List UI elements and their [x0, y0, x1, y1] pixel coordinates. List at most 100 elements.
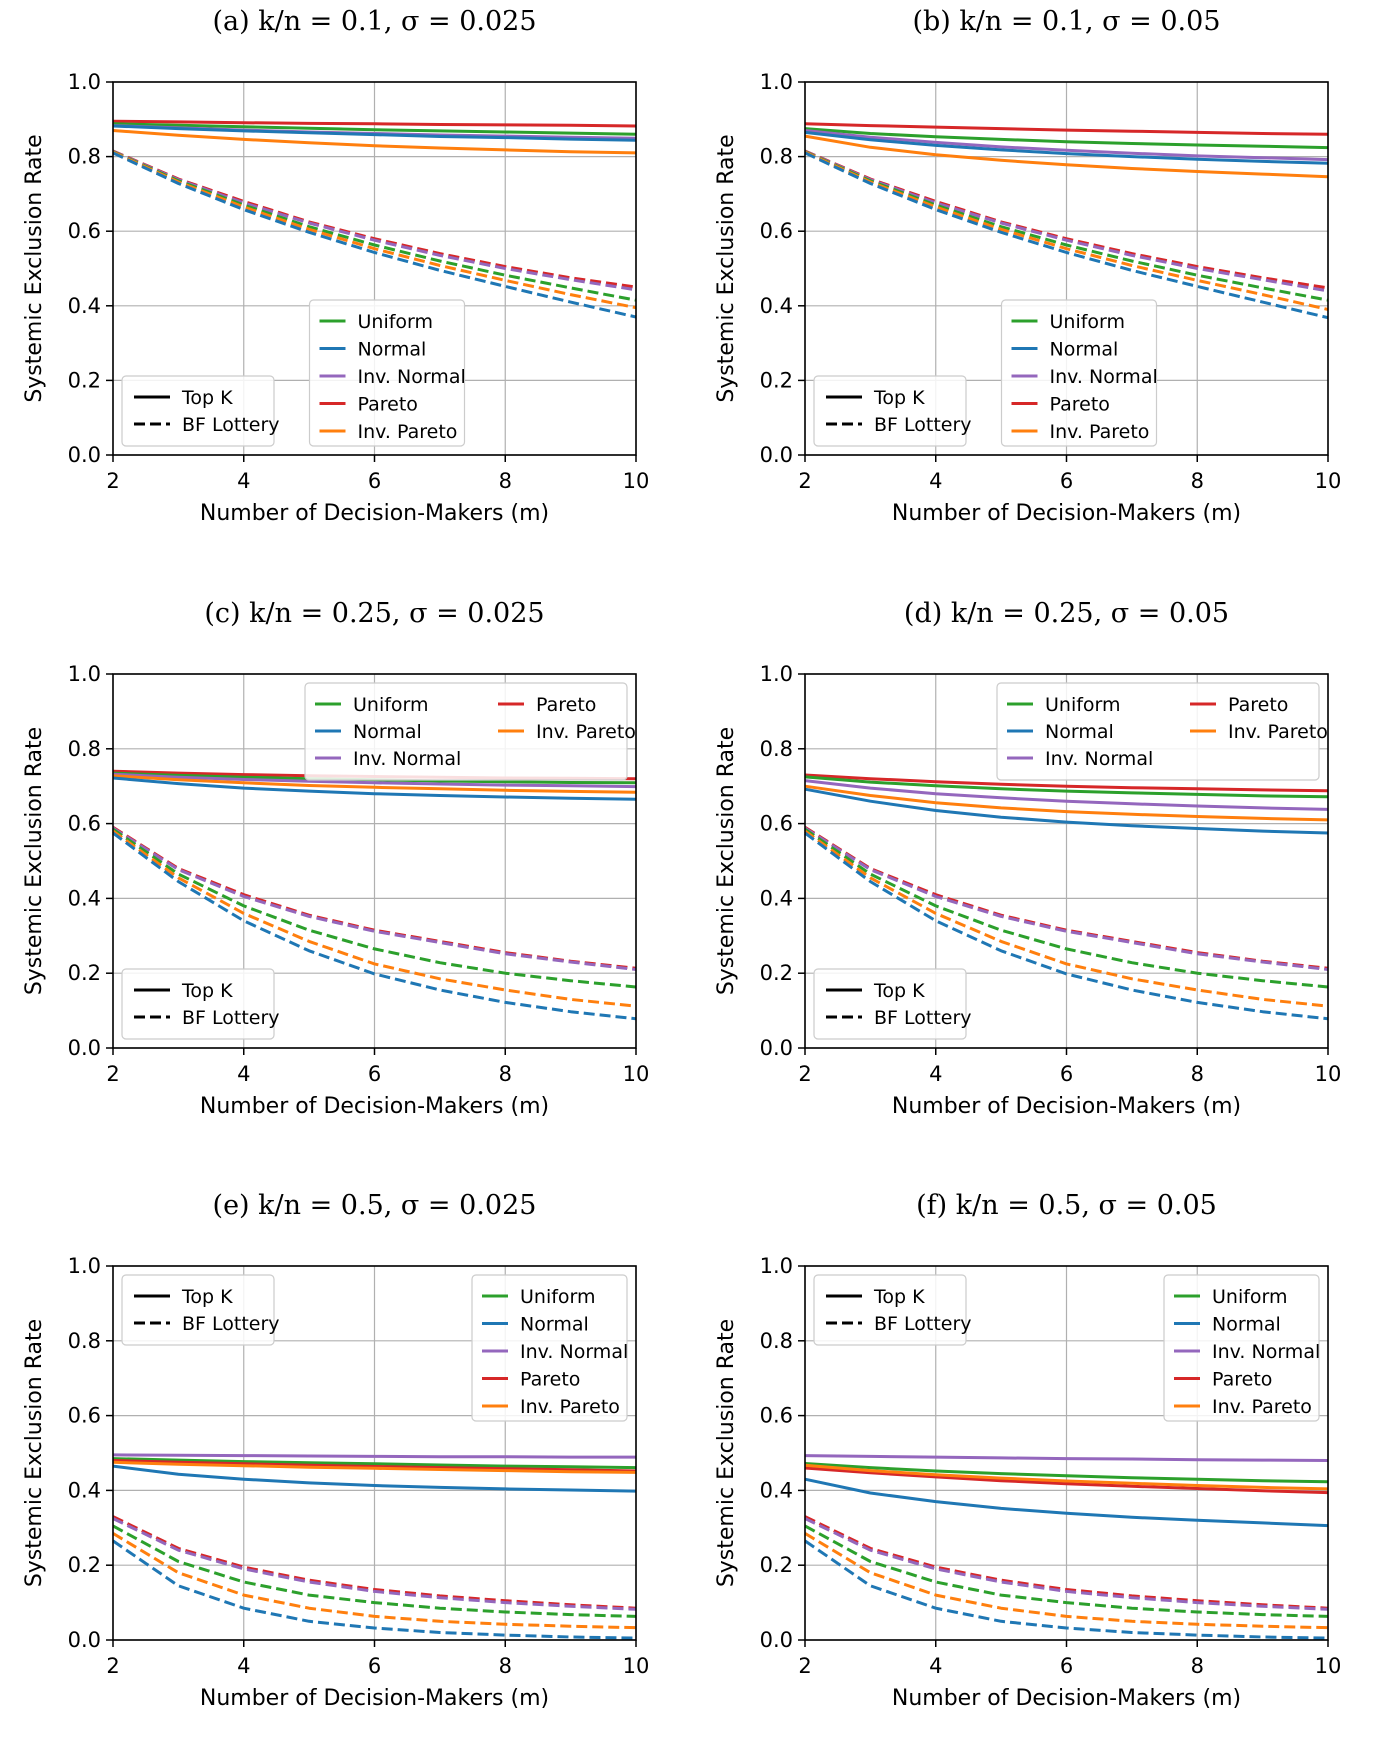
y-tick-label: 1.0 [760, 70, 793, 94]
series-line-uniform-bf-lottery [112, 827, 637, 989]
series-line-inv-pareto-bf-lottery [112, 1532, 637, 1630]
series-line-uniform-bf-lottery [804, 1524, 1329, 1618]
series-line-pareto-top-k [112, 119, 637, 128]
series-line-inv-pareto-bf-lottery [112, 829, 637, 1008]
series-line-normal-bf-lottery [112, 151, 637, 319]
series-line-inv-normal-bf-lottery [112, 150, 637, 292]
legend-label-uniform: Uniform [358, 311, 434, 333]
y-tick-label: 0.0 [68, 1036, 101, 1060]
legend-label-inv-pareto: Inv. Pareto [1212, 1396, 1312, 1418]
legend-label-pareto: Pareto [358, 394, 418, 416]
y-tick-label: 1.0 [68, 1254, 101, 1278]
y-tick-label: 0.8 [68, 145, 101, 169]
legend-label-bf-lottery: BF Lottery [874, 414, 972, 436]
legend-label-bf-lottery: BF Lottery [874, 1007, 972, 1029]
y-axis-label: Systemic Exclusion Rate [714, 727, 739, 995]
series-line-uniform-bf-lottery [112, 150, 637, 302]
legend-label-pareto: Pareto [520, 1369, 580, 1391]
legend-box [304, 682, 628, 781]
legend-label-uniform: Uniform [520, 1286, 596, 1308]
legend-label-inv-normal: Inv. Normal [1050, 366, 1158, 388]
y-tick-label: 0.2 [760, 1553, 793, 1577]
y-tick-label: 0.2 [68, 1553, 101, 1577]
legend-box [813, 968, 967, 1040]
chart-panel-1: (a) k/n = 0.1, σ = 0.025 2 4 6 8 10 0.0 0.2 0.4 0… [22, 6, 649, 526]
legend-label-pareto: Pareto [536, 694, 596, 716]
chart-panel-4: (d) k/n = 0.25, σ = 0.05 2 4 6 8 10 0.0 0.2 0.4 0… [714, 598, 1341, 1119]
legend-label-top-k: Top K [181, 1286, 233, 1308]
series-line-normal-bf-lottery [804, 831, 1329, 1021]
x-tick-label: 2 [798, 1654, 811, 1678]
y-tick-label: 0.2 [760, 961, 793, 985]
y-axis-label: Systemic Exclusion Rate [22, 1319, 47, 1587]
legend-label-inv-normal: Inv. Normal [358, 366, 466, 388]
x-tick-label: 6 [368, 469, 381, 493]
y-tick-label: 0.6 [760, 219, 793, 243]
x-tick-label: 4 [237, 469, 250, 493]
y-tick-label: 0.0 [68, 1628, 101, 1652]
x-tick-label: 8 [499, 1654, 512, 1678]
legend-label-inv-normal: Inv. Normal [1212, 1341, 1320, 1363]
chart-title: (f) k/n = 0.5, σ = 0.05 [916, 1190, 1217, 1221]
chart-title: (d) k/n = 0.25, σ = 0.05 [904, 598, 1229, 629]
legend-label-top-k: Top K [181, 387, 233, 409]
legend-label-pareto: Pareto [1228, 694, 1288, 716]
series-line-inv-pareto-bf-lottery [112, 150, 637, 310]
line-style-legend: Top K BF Lottery [121, 1274, 280, 1346]
series-line-inv-normal-top-k [804, 779, 1329, 811]
x-tick-label: 6 [1060, 1062, 1073, 1086]
x-tick-label: 4 [237, 1654, 250, 1678]
y-tick-label: 0.6 [68, 812, 101, 836]
y-axis-label: Systemic Exclusion Rate [22, 727, 47, 995]
legend-box [121, 375, 275, 447]
x-axis-label: Number of Decision-Makers (m) [200, 1094, 549, 1119]
y-axis-label: Systemic Exclusion Rate [22, 134, 47, 402]
x-axis-label: Number of Decision-Makers (m) [200, 501, 549, 526]
series-line-inv-pareto-bf-lottery [804, 150, 1329, 311]
chart-panel-5: (e) k/n = 0.5, σ = 0.025 2 4 6 8 10 0.0 0.2 0.4 0… [22, 1190, 649, 1711]
legend-box [996, 682, 1320, 781]
chart-title: (c) k/n = 0.25, σ = 0.025 [204, 598, 544, 629]
x-axis-label: Number of Decision-Makers (m) [892, 1094, 1241, 1119]
y-tick-label: 0.6 [760, 812, 793, 836]
legend-label-inv-pareto: Inv. Pareto [1228, 721, 1328, 743]
y-tick-label: 1.0 [760, 662, 793, 686]
y-tick-label: 0.0 [760, 1628, 793, 1652]
x-tick-label: 2 [106, 1062, 119, 1086]
legend-label-top-k: Top K [873, 387, 925, 409]
legend-label-bf-lottery: BF Lottery [874, 1313, 972, 1335]
legend-box [813, 1274, 967, 1346]
chart-panel-3: (c) k/n = 0.25, σ = 0.025 2 4 6 8 10 0.0 0.2 0.4… [22, 598, 649, 1119]
series-line-pareto-bf-lottery [112, 1515, 637, 1610]
distribution-legend: Uniform Normal Inv. Normal Pareto Inv. Paret… [308, 299, 466, 447]
series-line-inv-pareto-top-k [112, 774, 637, 794]
legend-label-bf-lottery: BF Lottery [182, 414, 280, 436]
distribution-legend: Uniform Normal Inv. Normal Pareto Inv. Paret… [1163, 1274, 1320, 1422]
legend-label-normal: Normal [353, 721, 422, 743]
distribution-legend: Uniform Normal Inv. Normal Pareto Inv. Paret… [1000, 299, 1158, 447]
series-line-uniform-top-k [804, 127, 1329, 150]
series-line-inv-normal-bf-lottery [804, 826, 1329, 971]
series-line-normal-top-k [112, 124, 637, 142]
legend-label-top-k: Top K [873, 980, 925, 1002]
x-tick-label: 10 [623, 1654, 650, 1678]
series-line-inv-pareto-top-k [112, 1460, 637, 1474]
series-line-inv-normal-bf-lottery [804, 1517, 1329, 1611]
y-axis-label: Systemic Exclusion Rate [714, 134, 739, 402]
series-line-uniform-bf-lottery [804, 150, 1329, 302]
y-tick-label: 0.4 [760, 1478, 793, 1502]
line-style-legend: Top K BF Lottery [813, 1274, 972, 1346]
x-tick-label: 10 [1315, 1062, 1342, 1086]
series-line-inv-normal-bf-lottery [804, 150, 1329, 293]
y-axis-label: Systemic Exclusion Rate [714, 1319, 739, 1587]
x-tick-label: 2 [106, 469, 119, 493]
y-tick-label: 0.4 [760, 294, 793, 318]
y-tick-label: 0.4 [68, 1478, 101, 1502]
legend-box [308, 299, 466, 447]
y-tick-label: 1.0 [760, 1254, 793, 1278]
series-line-inv-normal-top-k [112, 1453, 636, 1459]
series-line-normal-top-k [112, 1464, 637, 1493]
x-tick-label: 10 [1315, 469, 1342, 493]
series-line-normal-bf-lottery [112, 831, 637, 1021]
